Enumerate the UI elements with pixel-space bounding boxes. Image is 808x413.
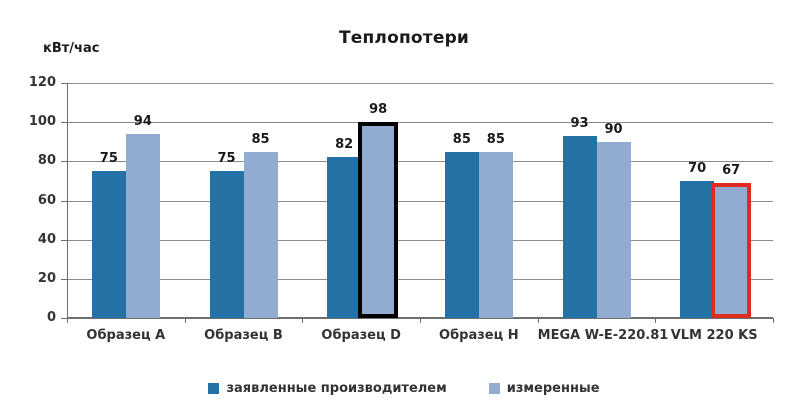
bar-value-label: 85 xyxy=(251,131,270,147)
bar-Образец B-заявленные производителем xyxy=(209,171,244,318)
y-tick-mark xyxy=(61,318,67,319)
gridline xyxy=(67,83,773,84)
x-tick-mark xyxy=(773,318,774,323)
bar-value-label: 85 xyxy=(486,131,505,147)
y-tick-mark xyxy=(61,278,67,280)
y-tick-mark xyxy=(61,200,67,202)
bar-value-label: 98 xyxy=(369,102,388,118)
legend-label: заявленные производителем xyxy=(226,381,447,396)
x-category-label: Образец A xyxy=(86,328,166,343)
bar-value-label: 90 xyxy=(604,121,623,137)
bar-VLM 220 KS-заявленные производителем xyxy=(680,180,715,318)
legend-item: измеренные xyxy=(488,381,600,396)
gridline xyxy=(67,278,773,280)
bar-value-label: 70 xyxy=(688,160,707,176)
x-tick-mark xyxy=(302,318,304,323)
legend-label: измеренные xyxy=(506,381,600,396)
y-tick-mark xyxy=(61,83,67,84)
legend-swatch-icon xyxy=(208,383,220,394)
legend-item: заявленные производителем xyxy=(208,381,447,396)
bar-Образец B-измеренные xyxy=(243,151,278,318)
bar-MEGA W-E-220.81-измеренные xyxy=(596,141,631,318)
x-category-label: Образец D xyxy=(321,328,401,343)
x-category-label: VLM 220 KS xyxy=(670,328,758,343)
y-axis-line xyxy=(67,83,68,323)
bar-value-label: 75 xyxy=(217,151,236,167)
bar-value-label: 93 xyxy=(570,115,589,131)
plot-area: 0 20 40 60 80 100 120 75 94 Образец A 75 85 Образец … xyxy=(29,75,774,343)
bar-value-label: 67 xyxy=(722,162,741,178)
chart-title: Теплопотери xyxy=(338,28,470,48)
bar-value-label: 94 xyxy=(133,113,152,129)
x-category-label: Образец H xyxy=(439,328,519,343)
y-tick-mark xyxy=(61,122,67,124)
bar-Образец H-измеренные xyxy=(478,151,513,318)
bar-Образец H-заявленные производителем xyxy=(444,151,479,318)
legend-swatch-icon xyxy=(488,383,500,394)
bar-Образец A-измеренные xyxy=(125,133,160,318)
y-tick-label: 20 xyxy=(37,270,56,286)
y-tick-label: 80 xyxy=(37,153,56,169)
bar-MEGA W-E-220.81-заявленные производителем xyxy=(562,135,597,318)
bar-VLM 220 KS-измеренные xyxy=(711,182,752,318)
x-category-label: Образец B xyxy=(204,328,283,343)
x-category-label: MEGA W-E-220.81 xyxy=(537,328,669,343)
x-tick-mark xyxy=(655,318,657,323)
bar-Образец A-заявленные производителем xyxy=(91,171,126,318)
x-tick-mark xyxy=(537,318,539,323)
bar-value-label: 85 xyxy=(452,131,471,147)
y-tick-label: 100 xyxy=(28,114,56,130)
bar-Образец D-измеренные xyxy=(358,122,399,318)
y-tick-label: 40 xyxy=(37,231,56,247)
y-tick-mark xyxy=(61,161,67,163)
y-axis-unit-label: кВт/час xyxy=(43,41,100,56)
bar-value-label: 82 xyxy=(335,137,354,153)
gridline xyxy=(67,122,773,124)
x-tick-mark xyxy=(67,318,68,323)
legend: заявленные производителем измеренные xyxy=(0,381,808,396)
gridline xyxy=(67,161,773,163)
y-tick-label: 0 xyxy=(46,310,56,325)
gridline xyxy=(67,239,773,241)
y-tick-mark xyxy=(61,239,67,241)
bar-Образец D-заявленные производителем xyxy=(327,157,362,318)
bar-value-label: 75 xyxy=(99,151,118,167)
gridline xyxy=(67,200,773,202)
x-tick-mark xyxy=(420,318,421,323)
y-tick-label: 60 xyxy=(37,192,56,208)
x-tick-mark xyxy=(184,318,186,323)
y-tick-label: 120 xyxy=(28,75,56,90)
